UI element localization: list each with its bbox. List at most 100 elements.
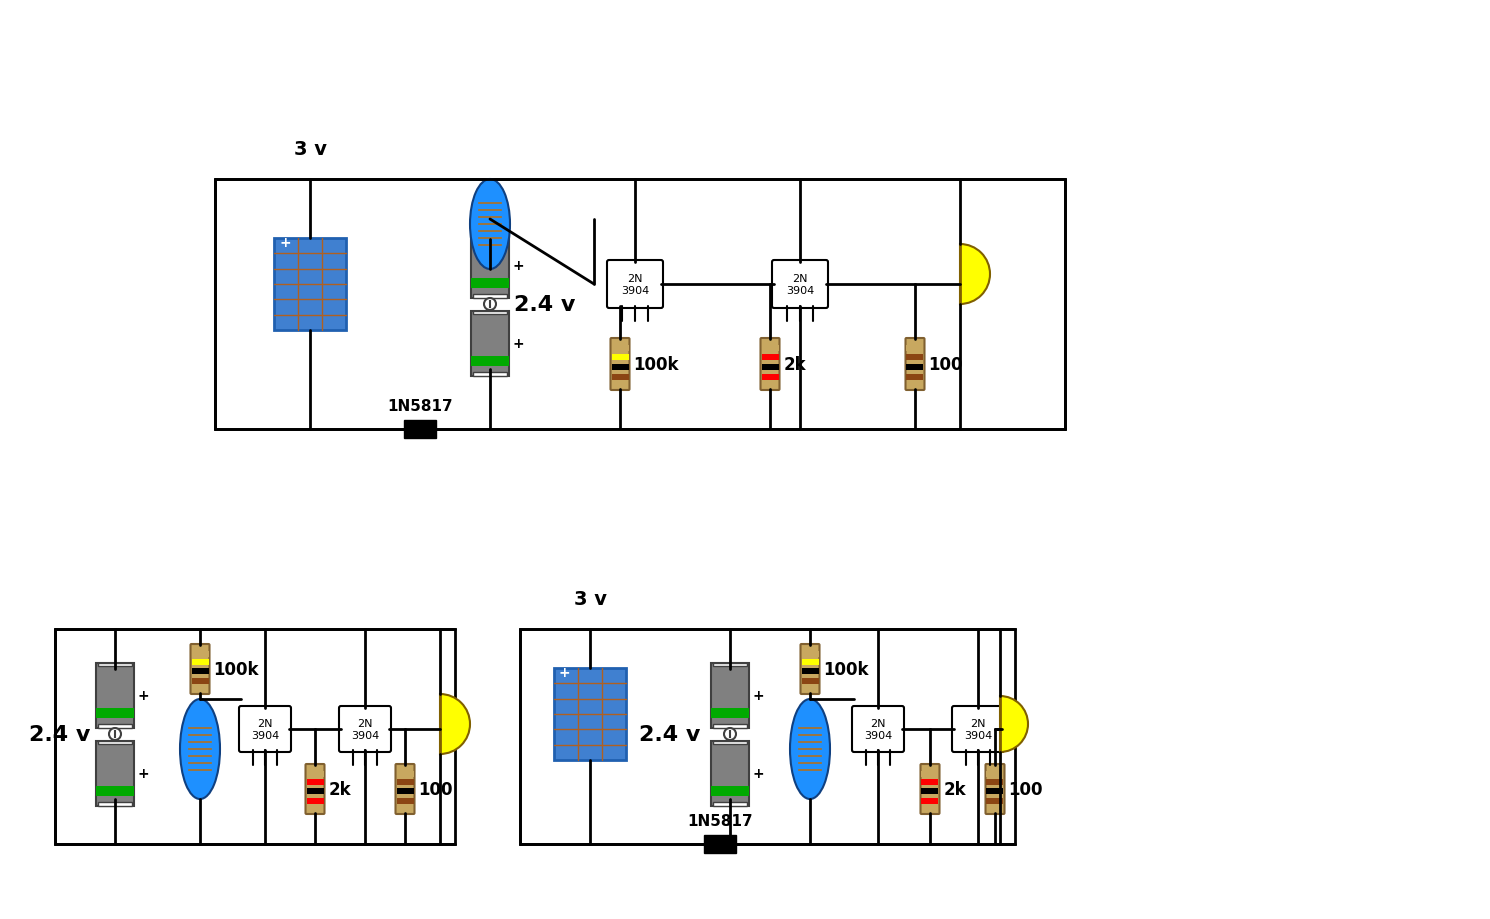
Text: 1N5817: 1N5817 — [387, 399, 453, 414]
Bar — [307, 779, 323, 785]
Bar — [714, 663, 746, 666]
Bar — [471, 361, 510, 367]
Bar — [95, 663, 134, 728]
Bar — [472, 294, 507, 298]
Bar — [55, 630, 454, 844]
FancyBboxPatch shape — [305, 765, 325, 814]
Bar — [714, 801, 746, 806]
Bar — [98, 663, 133, 666]
Circle shape — [724, 728, 736, 740]
Bar — [192, 651, 209, 657]
Bar — [471, 278, 510, 284]
FancyBboxPatch shape — [952, 706, 1004, 752]
Bar — [192, 669, 209, 675]
Bar — [95, 786, 134, 791]
Text: 2N
3904: 2N 3904 — [621, 274, 650, 296]
Bar — [396, 798, 414, 804]
Text: 100: 100 — [419, 780, 453, 798]
Text: 2N
3904: 2N 3904 — [785, 274, 814, 296]
Bar — [714, 724, 746, 728]
Bar — [471, 312, 510, 376]
Text: 100k: 100k — [213, 660, 259, 678]
Text: 2N
3904: 2N 3904 — [350, 719, 378, 740]
Text: +: + — [752, 766, 763, 780]
Bar — [554, 668, 626, 760]
Bar — [906, 354, 924, 360]
Text: 2k: 2k — [328, 780, 352, 798]
Bar — [98, 724, 133, 728]
Bar — [921, 789, 939, 795]
Bar — [471, 357, 510, 362]
Bar — [95, 713, 134, 718]
Bar — [711, 663, 749, 728]
Text: 100k: 100k — [633, 356, 679, 374]
Bar — [472, 233, 507, 237]
FancyBboxPatch shape — [906, 338, 924, 391]
Bar — [802, 678, 818, 685]
Wedge shape — [1000, 697, 1028, 752]
Bar — [472, 312, 507, 315]
Text: 3 v: 3 v — [574, 589, 606, 608]
Text: 2N
3904: 2N 3904 — [864, 719, 893, 740]
Text: 100: 100 — [928, 356, 963, 374]
Bar — [307, 789, 323, 795]
Text: +: + — [137, 688, 149, 702]
Bar — [802, 659, 818, 665]
FancyBboxPatch shape — [191, 644, 210, 694]
Bar — [215, 180, 1065, 429]
Bar — [307, 771, 323, 777]
Text: +: + — [513, 259, 523, 273]
Bar — [95, 709, 134, 713]
Text: 3 v: 3 v — [294, 140, 326, 159]
FancyBboxPatch shape — [772, 261, 828, 309]
Bar — [921, 779, 939, 785]
Bar — [711, 786, 749, 791]
Ellipse shape — [790, 699, 830, 800]
FancyBboxPatch shape — [340, 706, 390, 752]
Bar — [802, 651, 818, 657]
Text: +: + — [559, 665, 571, 679]
Bar — [307, 798, 323, 804]
FancyBboxPatch shape — [611, 338, 629, 391]
FancyBboxPatch shape — [606, 261, 663, 309]
Bar — [396, 789, 414, 795]
Bar — [761, 364, 778, 370]
Text: 2k: 2k — [943, 780, 966, 798]
Bar — [520, 630, 1015, 844]
Bar — [703, 835, 736, 853]
Bar — [986, 789, 1003, 795]
Bar — [986, 779, 1003, 785]
Bar — [906, 364, 924, 370]
Bar — [396, 779, 414, 785]
Text: +: + — [752, 688, 763, 702]
Circle shape — [109, 728, 121, 740]
Bar — [611, 354, 629, 360]
FancyBboxPatch shape — [238, 706, 291, 752]
Bar — [761, 346, 778, 352]
Bar — [711, 741, 749, 806]
Bar — [472, 372, 507, 376]
Wedge shape — [440, 694, 469, 754]
Text: 2N
3904: 2N 3904 — [964, 719, 992, 740]
Bar — [802, 669, 818, 675]
FancyBboxPatch shape — [985, 765, 1004, 814]
Bar — [986, 771, 1003, 777]
Ellipse shape — [469, 180, 510, 269]
Bar — [98, 741, 133, 744]
Wedge shape — [960, 244, 989, 305]
FancyBboxPatch shape — [395, 765, 414, 814]
Text: 2.4 v: 2.4 v — [514, 295, 575, 314]
Text: 2.4 v: 2.4 v — [639, 724, 700, 744]
Bar — [986, 798, 1003, 804]
Bar — [761, 354, 778, 360]
FancyBboxPatch shape — [921, 765, 940, 814]
Text: 2N
3904: 2N 3904 — [250, 719, 279, 740]
Bar — [192, 678, 209, 685]
Bar — [95, 790, 134, 796]
Ellipse shape — [180, 699, 221, 800]
Bar — [95, 741, 134, 806]
Bar — [906, 346, 924, 352]
Text: +: + — [137, 766, 149, 780]
Circle shape — [484, 299, 496, 311]
Text: 2k: 2k — [784, 356, 806, 374]
